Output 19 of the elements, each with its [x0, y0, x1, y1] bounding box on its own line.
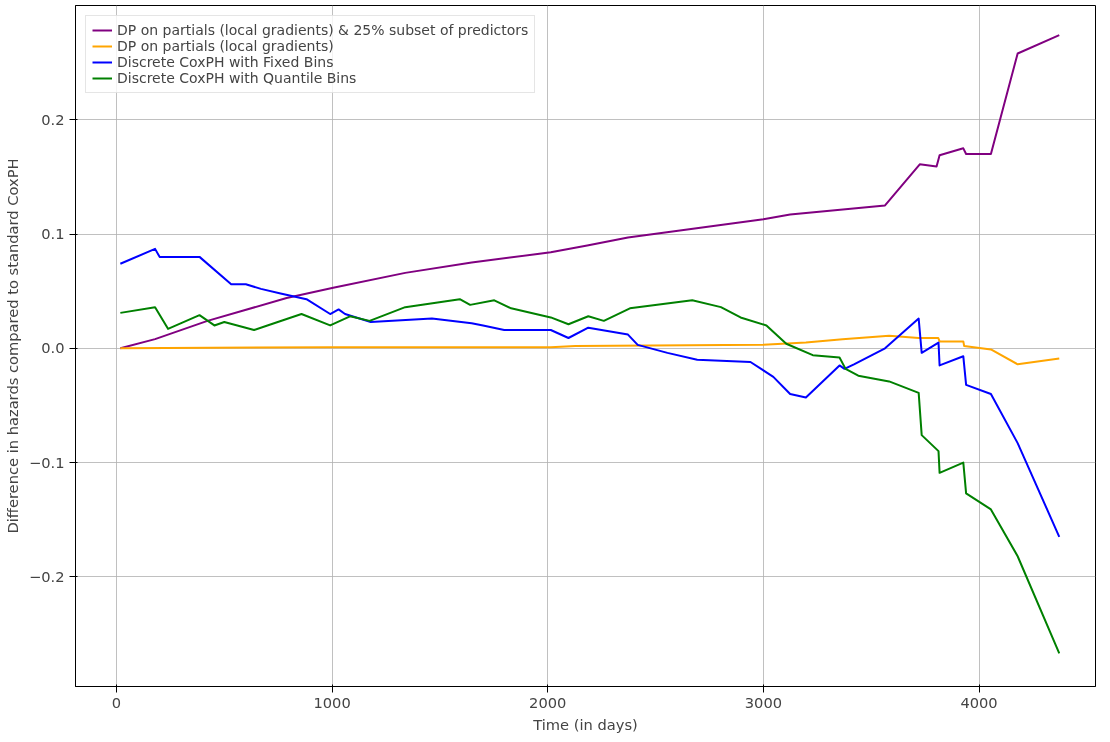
y-tick-label: −0.1 [28, 453, 65, 471]
x-tick-label: 4000 [960, 693, 998, 711]
legend-label: DP on partials (local gradients) [117, 38, 334, 54]
y-axis-title: Difference in hazards compared to standard CoxPH [3, 158, 21, 534]
x-tick-label: 0 [111, 693, 122, 711]
x-tick-label: 3000 [744, 693, 783, 711]
line-series [119, 298, 1061, 655]
legend-label: DP on partials (local gradients) & 25% subset of predictors [117, 22, 529, 38]
line-series [119, 247, 1061, 538]
x-tick-label: 1000 [313, 693, 351, 711]
y-tick-label: 0.1 [41, 225, 65, 243]
line-series [119, 334, 1061, 366]
x-tick-label: 2000 [529, 693, 567, 711]
y-tick-label: −0.2 [28, 567, 65, 585]
x-axis-title: Time (in days) [532, 715, 638, 733]
y-tick-label: 0.0 [41, 339, 65, 357]
legend-label: Discrete CoxPH with Quantile Bins [117, 70, 357, 86]
y-tick-label: 0.2 [41, 110, 65, 128]
legend-label: Discrete CoxPH with Fixed Bins [117, 54, 334, 70]
